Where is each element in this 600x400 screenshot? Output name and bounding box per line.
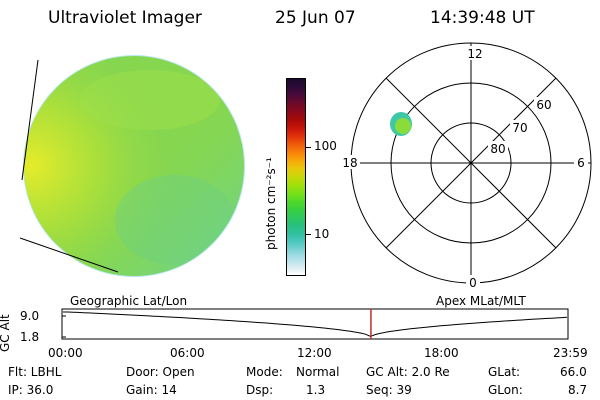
seq-status: Seq: 39: [366, 383, 412, 397]
polar-label-0: 0: [469, 276, 477, 290]
door-status: Door: Open: [126, 365, 195, 379]
image-date: 25 Jun 07: [275, 8, 356, 28]
polar-label-18: 18: [342, 156, 357, 170]
polar-label-6: 6: [577, 156, 585, 170]
x-tick-0000: 00:00: [48, 346, 83, 360]
polar-label-80: 80: [490, 142, 505, 156]
glon-value: 8.7: [568, 383, 588, 397]
mode-value: Normal: [296, 365, 340, 379]
apex-label: Apex MLat/MLT: [436, 294, 526, 308]
altitude-timeline: [61, 308, 569, 340]
colorbar-tick-label-10: 10: [314, 227, 330, 241]
dsp-value: 1.3: [306, 383, 326, 397]
glat-label: GLat:: [488, 365, 521, 379]
dsp-label: Dsp:: [246, 383, 274, 397]
gc-alt-status: GC Alt: 2.0 Re: [366, 365, 450, 379]
glon-label: GLon:: [488, 383, 523, 397]
y-tick-9: 9.0: [20, 309, 40, 323]
gc-alt-axis-label: GC Alt: [0, 314, 12, 352]
color-scale-bar: [286, 78, 306, 276]
image-time: 14:39:48 UT: [430, 8, 535, 28]
polar-mlt-plot: 12 18 6 0 60 70 80: [340, 42, 592, 290]
geographic-label: Geographic Lat/Lon: [70, 294, 188, 308]
colorbar-tick-label-100: 100: [314, 139, 337, 153]
polar-label-70: 70: [512, 121, 527, 135]
colorbar-tick-100: [305, 147, 311, 148]
colorbar-tick-10: [305, 234, 311, 235]
glat-value: 66.0: [560, 365, 587, 379]
polar-label-12: 12: [467, 47, 482, 61]
filter-status: Flt: LBHL: [8, 365, 62, 379]
altitude-curve: [63, 311, 568, 337]
instrument-title: Ultraviolet Imager: [48, 8, 202, 28]
y-tick-1-8: 1.8: [20, 330, 40, 344]
x-tick-1200: 12:00: [297, 346, 332, 360]
colorbar-unit-label: photon cm⁻²s⁻¹: [264, 157, 278, 250]
x-tick-0600: 06:00: [170, 346, 205, 360]
x-tick-2359: 23:59: [553, 346, 588, 360]
gain-status: Gain: 14: [126, 383, 177, 397]
x-tick-1800: 18:00: [424, 346, 459, 360]
mode-label: Mode:: [246, 365, 283, 379]
ip-status: IP: 36.0: [8, 383, 54, 397]
uv-earth-image: [19, 55, 245, 277]
polar-label-60: 60: [536, 98, 551, 112]
